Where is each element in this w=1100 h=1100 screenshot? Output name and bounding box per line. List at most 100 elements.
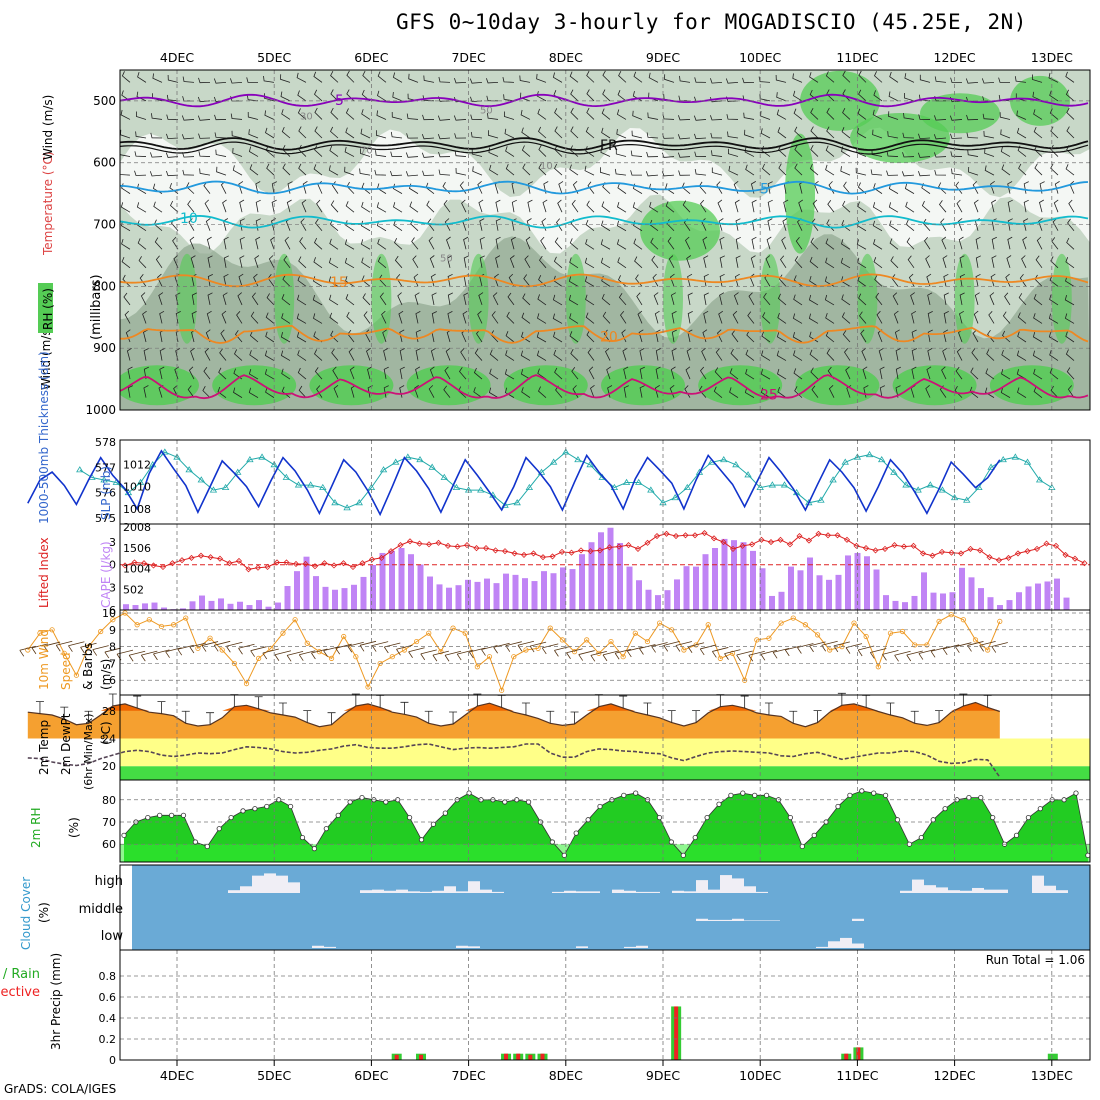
wind-barb — [189, 236, 195, 250]
wind-barb — [828, 385, 835, 398]
rh-point — [442, 810, 448, 816]
wind-barb — [1033, 313, 1043, 324]
wind-barb — [366, 347, 371, 361]
wind-barb — [430, 347, 436, 361]
wind-barb — [1032, 350, 1043, 361]
lifted-index-point — [169, 560, 176, 567]
wind-barb — [542, 199, 548, 213]
wind-barb — [726, 114, 739, 120]
wind-speed-tick: 10 — [102, 607, 116, 620]
wind-barb — [286, 199, 292, 213]
wind-barb — [1014, 76, 1027, 83]
wind-barb — [155, 255, 163, 269]
thickness-point — [877, 455, 886, 463]
thickness-point — [720, 455, 728, 463]
wind-barb — [670, 273, 675, 287]
thickness-point — [306, 481, 315, 488]
surface-wind-barb — [104, 647, 121, 659]
temp-minmax-bar — [327, 712, 336, 725]
wind-barb — [246, 94, 259, 102]
surface-wind-barb — [906, 650, 923, 662]
wind-barb — [345, 276, 355, 287]
wind-barb — [1038, 218, 1043, 231]
thickness-point — [890, 468, 898, 475]
wind-barb — [1007, 236, 1013, 250]
wind-barb — [526, 218, 532, 231]
wind-barb — [143, 385, 149, 398]
wind-barb — [169, 182, 179, 194]
wind-barb — [554, 108, 563, 120]
wind-barb — [686, 255, 692, 268]
wind-barb — [587, 348, 595, 361]
wind-speed-point — [656, 620, 663, 626]
wind-barb — [525, 236, 531, 250]
wind-barb — [942, 255, 948, 268]
wind-barb — [1034, 163, 1043, 176]
cape-bar — [674, 579, 680, 610]
wind-barb — [638, 329, 644, 343]
rh-point — [383, 799, 389, 805]
wind-speed-point — [985, 647, 991, 653]
cape-bar — [284, 586, 291, 610]
thickness-point — [938, 486, 947, 493]
wind-barb — [973, 199, 979, 213]
wind-barb — [601, 201, 611, 213]
temp-minmax-bar — [157, 701, 166, 714]
surface-wind-barb — [529, 641, 547, 653]
cape-bar — [294, 571, 300, 610]
wind-barb — [842, 70, 851, 83]
wind-speed-point — [486, 654, 493, 660]
temp-contour-label: 5 — [760, 182, 769, 198]
rh-point — [716, 801, 722, 807]
wind-speed-point — [499, 687, 505, 693]
wind-barb — [505, 350, 515, 361]
wind-barb — [489, 349, 499, 361]
wind-speed-point — [535, 645, 541, 651]
lifted-index-point — [596, 547, 604, 554]
cloud-high-bar — [708, 889, 720, 893]
cape-bar — [883, 595, 889, 610]
cloud-high-bar — [996, 889, 1008, 893]
cloud-high-bar — [1044, 885, 1056, 893]
lifted-index-point — [378, 554, 385, 562]
pressure-tick: 900 — [93, 341, 116, 355]
wind-barb — [143, 366, 149, 380]
lifted-index-point — [1005, 554, 1012, 562]
lifted-index-point — [406, 538, 414, 545]
wind-barb — [121, 256, 131, 269]
temp-minmax-bar — [473, 693, 482, 706]
wind-barb — [203, 366, 211, 380]
wind-barb — [725, 78, 739, 84]
wind-barb — [428, 385, 435, 398]
wind-barb — [270, 236, 275, 250]
cape-bar — [465, 579, 471, 610]
rh-point — [287, 803, 294, 810]
lifted-index-point — [454, 543, 461, 550]
rh-low-band — [120, 844, 1090, 862]
wind-barb — [1004, 292, 1011, 306]
wind-barb — [841, 220, 851, 232]
wind-barb — [858, 311, 867, 324]
wind-speed-point — [328, 655, 335, 661]
rh-point — [930, 817, 936, 823]
surface-wind-barb — [869, 648, 887, 659]
wind-barb — [122, 274, 131, 287]
cloud-high-bar — [948, 890, 960, 893]
wind-barb — [345, 294, 355, 306]
wind-barb — [421, 133, 435, 140]
wind-barb — [985, 387, 995, 398]
temp-hot-area — [27, 702, 1000, 711]
wind-speed-point — [851, 620, 857, 626]
rh-point — [799, 843, 805, 850]
wind-barb — [524, 255, 531, 269]
wind-barb — [121, 71, 131, 83]
wind-barb — [265, 387, 275, 398]
wind-barb — [474, 348, 483, 361]
cape-bar — [664, 590, 671, 610]
lifted-index-point — [340, 560, 347, 567]
wind-barb — [280, 91, 291, 102]
temp-minmax-bar — [910, 710, 919, 724]
wind-barb — [266, 293, 275, 306]
wind-barb — [685, 236, 691, 250]
